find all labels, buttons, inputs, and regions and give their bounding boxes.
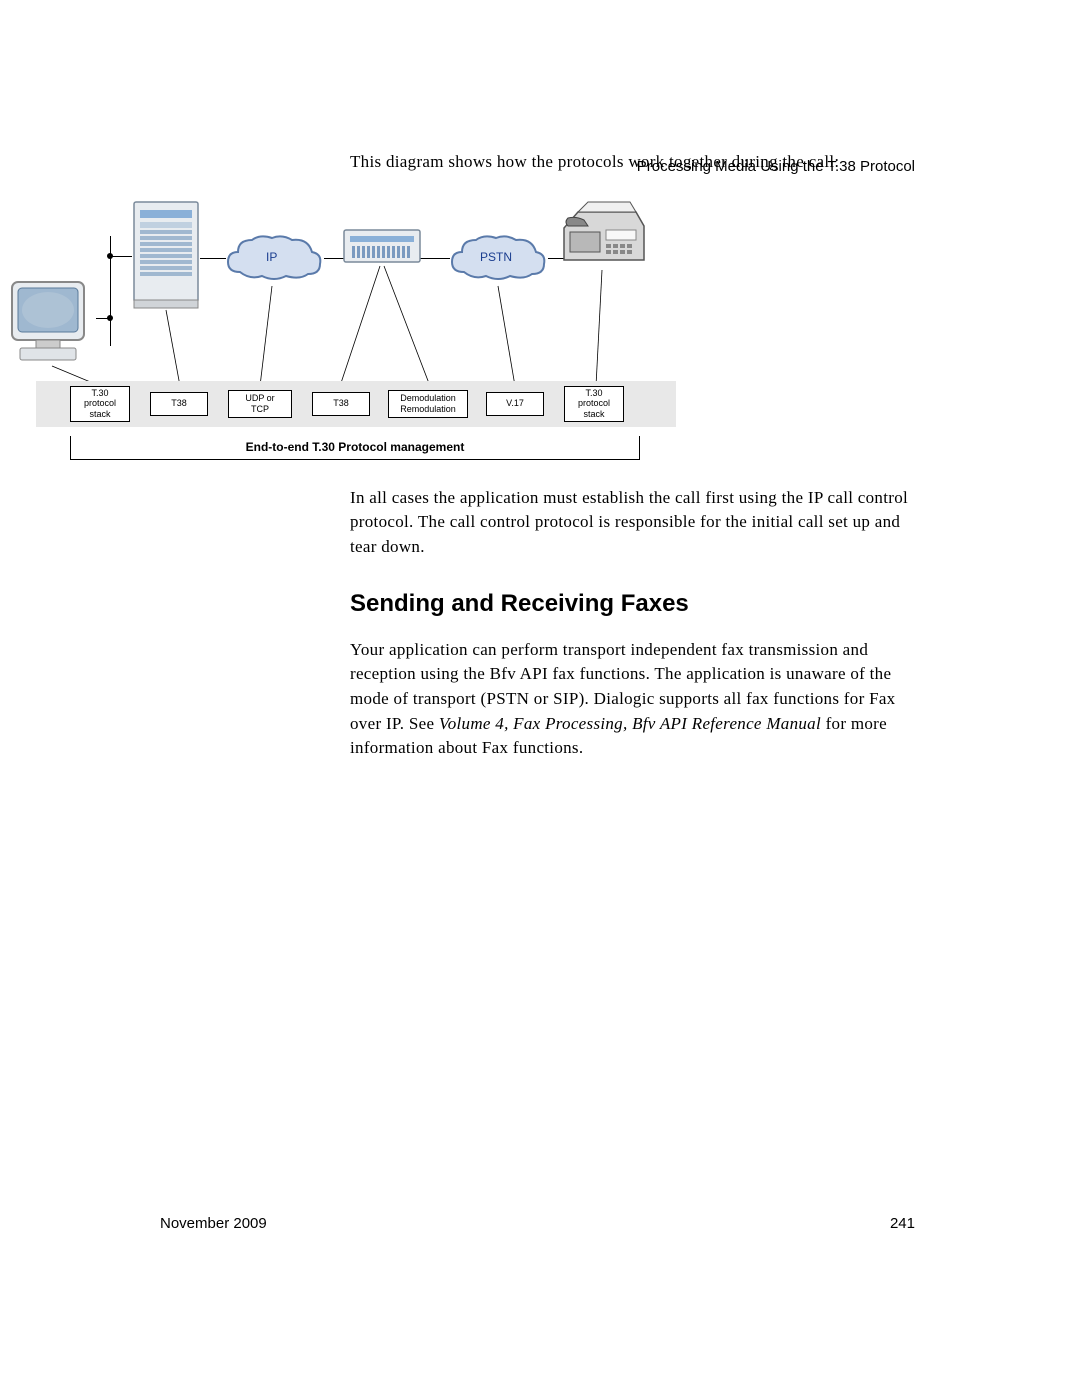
- protocol-box-0: T.30protocolstack: [70, 386, 130, 422]
- paragraph-2: Your application can perform transport i…: [350, 638, 930, 761]
- paragraph-1: In all cases the application must establ…: [350, 486, 930, 560]
- protocol-box-3: T38: [312, 392, 370, 416]
- protocol-box-6: T.30protocolstack: [564, 386, 624, 422]
- computer-icon: [6, 276, 98, 368]
- protocol-box-2: UDP orTCP: [228, 390, 292, 418]
- protocol-box-1: T38: [150, 392, 208, 416]
- section-heading: Sending and Receiving Faxes: [350, 590, 930, 618]
- intro-paragraph: This diagram shows how the protocols wor…: [350, 150, 930, 174]
- gateway-icon: [342, 226, 422, 266]
- protocol-box-4: DemodulationRemodulation: [388, 390, 468, 418]
- ip-cloud-label: IP: [266, 250, 277, 264]
- footer-date: November 2009: [160, 1215, 267, 1232]
- protocol-diagram: IP PSTN: [0, 188, 730, 468]
- fax-machine-icon: [558, 200, 648, 272]
- para2-italic: Volume 4, Fax Processing, Bfv API Refere…: [439, 714, 821, 733]
- end-to-end-label: End-to-end T.30 Protocol management: [70, 436, 640, 460]
- pstn-cloud-label: PSTN: [480, 250, 512, 264]
- footer-page-number: 241: [890, 1215, 915, 1232]
- server-icon: [130, 200, 202, 310]
- protocol-box-5: V.17: [486, 392, 544, 416]
